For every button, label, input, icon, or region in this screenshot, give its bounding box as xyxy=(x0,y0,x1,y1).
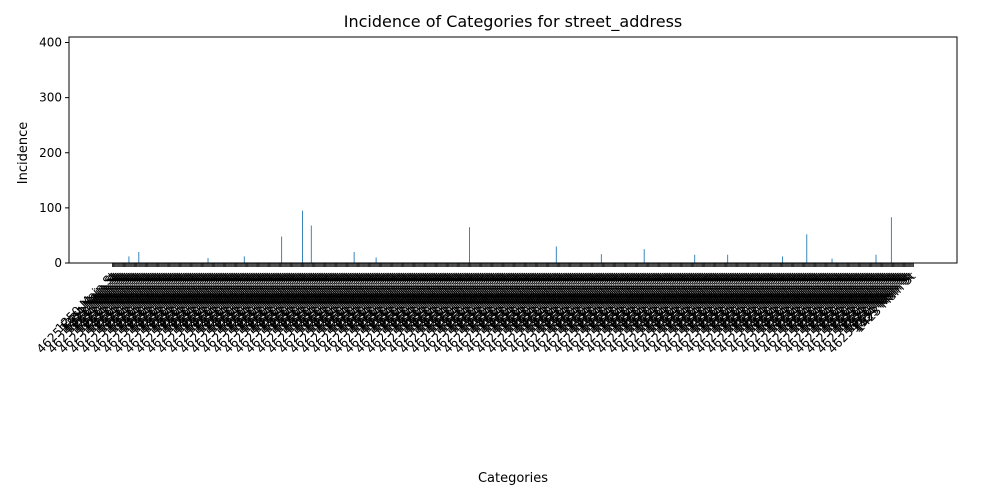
bar xyxy=(243,256,245,263)
bar xyxy=(831,258,833,263)
chart-title: Incidence of Categories for street_addre… xyxy=(344,12,683,32)
y-axis: 0 100 200 300 400 xyxy=(39,36,69,270)
bar xyxy=(310,225,312,263)
bar xyxy=(875,254,877,263)
bar xyxy=(782,256,784,263)
y-tick-label: 400 xyxy=(39,36,62,50)
bar xyxy=(555,246,557,263)
y-tick-label: 200 xyxy=(39,146,62,160)
plot-frame xyxy=(68,36,958,264)
y-axis-label: Incidence xyxy=(16,122,31,184)
x-axis-label: Categories xyxy=(478,471,548,486)
bar xyxy=(353,251,355,263)
y-tick-label: 0 xyxy=(54,256,62,270)
bar xyxy=(207,258,209,263)
bar xyxy=(600,254,602,263)
bar xyxy=(890,217,892,263)
bar xyxy=(469,227,470,263)
bar xyxy=(806,234,808,263)
y-tick-label: 300 xyxy=(39,91,62,105)
bar xyxy=(281,236,283,263)
bar xyxy=(727,254,729,263)
bar xyxy=(694,254,696,263)
y-tick-label: 100 xyxy=(39,201,62,215)
bar xyxy=(375,257,377,263)
bar xyxy=(302,210,303,263)
bar xyxy=(138,251,140,263)
bar xyxy=(643,249,645,263)
bar-series xyxy=(112,210,914,263)
bar xyxy=(128,256,130,263)
